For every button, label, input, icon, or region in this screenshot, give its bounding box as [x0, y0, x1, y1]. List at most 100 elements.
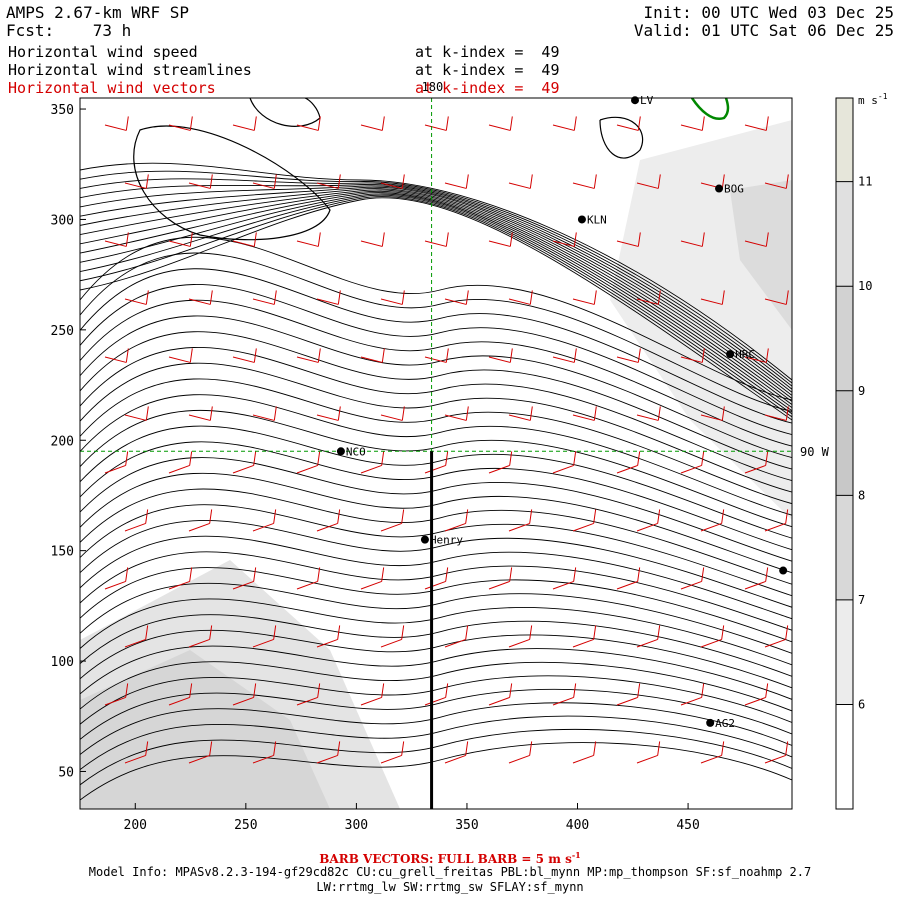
streamline — [80, 488, 792, 585]
wind-barb — [316, 741, 341, 764]
model-info-physics: LW:rrtmg_lw SW:rrtmg_sw SFLAY:sf_mynn — [316, 880, 584, 894]
wind-barb — [764, 509, 789, 532]
wind-barb — [316, 509, 341, 532]
wind-barb — [104, 683, 129, 706]
wind-barb — [168, 116, 193, 131]
streamline — [80, 284, 792, 435]
streamline — [80, 347, 792, 482]
wind-barb — [572, 625, 597, 648]
wind-barb — [508, 290, 533, 305]
wind-barb — [444, 174, 469, 189]
wind-barb — [744, 451, 769, 474]
streamline — [80, 472, 792, 574]
wind-barb — [104, 348, 129, 363]
colorbar: 11 10 9 8 7 6 — [835, 97, 872, 810]
wind-barb — [700, 625, 725, 648]
wind-barb — [104, 232, 129, 247]
station-label: LV — [640, 94, 654, 107]
streamline — [80, 441, 792, 551]
x-tick-label: 200 — [124, 818, 147, 833]
wind-barb — [636, 741, 661, 764]
wind-barb — [168, 567, 193, 590]
wind-barb — [572, 174, 597, 189]
wind-barb — [508, 509, 533, 532]
meridian-label: 180 — [422, 80, 444, 94]
model-info: Model Info: MPASv8.2.3-194-gf29cd82c CU:… — [88, 865, 812, 879]
wind-barb — [572, 406, 597, 421]
streamline — [80, 189, 792, 402]
wind-barb — [104, 451, 129, 474]
wind-barb — [572, 509, 597, 532]
streamline — [80, 675, 792, 725]
green-contour — [690, 98, 730, 121]
x-tick-label: 400 — [566, 818, 589, 833]
wind-barb — [124, 741, 149, 764]
wind-barb — [232, 348, 257, 363]
wind-barb — [680, 116, 705, 131]
streamline — [80, 630, 792, 689]
wind-barb — [552, 683, 577, 706]
wind-barb — [168, 451, 193, 474]
colorbar-segment — [836, 390, 853, 496]
wind-barb — [252, 174, 277, 189]
wind-barb — [232, 683, 257, 706]
wind-barb — [444, 509, 469, 532]
wind-barb — [232, 451, 257, 474]
wind-barb — [488, 451, 513, 474]
streamline — [80, 614, 792, 677]
wind-barb — [616, 116, 641, 131]
wind-barb — [680, 232, 705, 247]
plot-frame — [79, 97, 793, 810]
wind-barb — [124, 290, 149, 305]
wind-barb — [252, 290, 277, 305]
wind-barb — [616, 232, 641, 247]
wind-barb — [168, 683, 193, 706]
wind-barb — [508, 406, 533, 421]
y-tick-label: 200 — [51, 434, 74, 449]
wind-barb — [380, 406, 405, 421]
streamline — [80, 185, 792, 393]
wind-barb — [444, 290, 469, 305]
wind-barb — [764, 741, 789, 764]
closed-streamline — [133, 125, 331, 241]
streamline — [80, 184, 792, 390]
wind-barb — [296, 451, 321, 474]
wind-barb — [700, 509, 725, 532]
streamline — [80, 196, 792, 418]
x-tick-label: 350 — [455, 818, 478, 833]
wind-barb — [444, 406, 469, 421]
longitude-label: 90 W — [800, 445, 830, 459]
colorbar-tick-label: 6 — [858, 697, 865, 711]
map-title: AMPS 2.67-km WRF SP — [6, 3, 190, 22]
streamline — [80, 504, 792, 597]
streamline — [80, 535, 792, 620]
streamline — [80, 598, 792, 666]
wind-barb — [508, 174, 533, 189]
wind-barb — [252, 509, 277, 532]
streamline — [80, 567, 792, 643]
wind-barb — [424, 348, 449, 363]
wind-barb — [424, 232, 449, 247]
colorbar-tick-label: 9 — [858, 384, 865, 398]
streamline — [80, 582, 792, 654]
wind-barb — [360, 348, 385, 363]
streamline — [80, 331, 792, 470]
wind-barb — [764, 625, 789, 648]
y-tick-label: 150 — [51, 545, 74, 560]
wind-barb — [700, 290, 725, 305]
station-label: BOG — [724, 183, 744, 196]
wind-barb — [232, 567, 257, 590]
wind-barb — [744, 348, 769, 363]
streamline — [80, 188, 792, 399]
wind-barb — [764, 290, 789, 305]
station-marker — [726, 350, 735, 359]
streamline — [80, 252, 792, 412]
wind-barb — [424, 683, 449, 706]
wind-barb — [636, 509, 661, 532]
wind-barb — [424, 451, 449, 474]
colorbar-frame — [835, 97, 854, 810]
wind-barb — [572, 290, 597, 305]
wind-barb — [744, 683, 769, 706]
streamline — [80, 268, 792, 424]
